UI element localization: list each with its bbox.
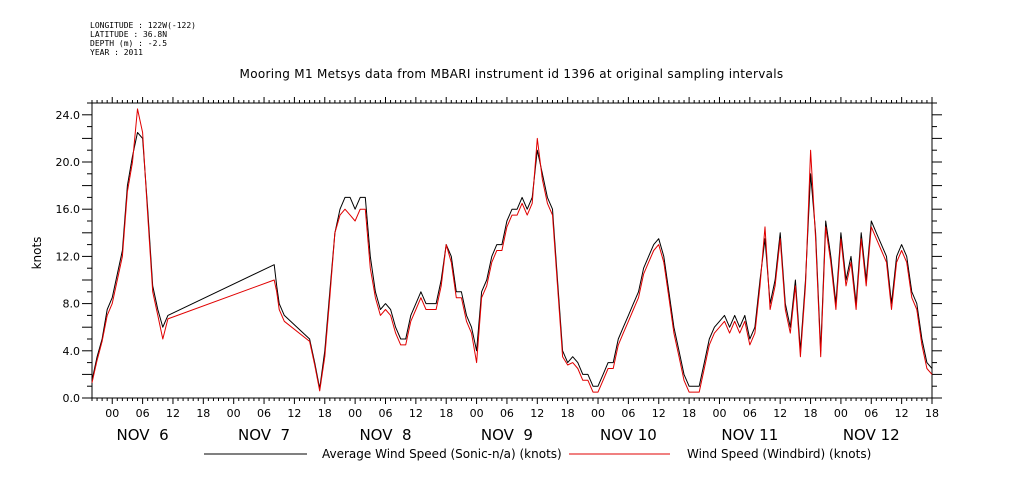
y-tick-label: 16.0 [56, 203, 81, 216]
x-tick-label: 12 [409, 407, 423, 420]
y-tick-label: 20.0 [56, 156, 81, 169]
day-label: NOV 7 [238, 426, 290, 444]
x-tick-label: 18 [804, 407, 818, 420]
latitude-label: LATITUDE : 36.8N [90, 30, 168, 39]
x-tick-label: 06 [257, 407, 271, 420]
x-tick-label: 06 [621, 407, 635, 420]
x-tick-label: 06 [864, 407, 878, 420]
day-label: NOV 9 [481, 426, 533, 444]
longitude-label: LONGITUDE : 122W(-122) [90, 21, 196, 30]
day-label: NOV 10 [600, 426, 657, 444]
x-tick-label: 00 [105, 407, 119, 420]
tick-marks [82, 97, 942, 404]
x-tick-label: 06 [378, 407, 392, 420]
x-tick-label: 06 [743, 407, 757, 420]
x-tick-label: 00 [712, 407, 726, 420]
x-tick-label: 00 [348, 407, 362, 420]
x-tick-label: 18 [682, 407, 696, 420]
depth-label: DEPTH (m) : -2.5 [90, 39, 168, 48]
x-tick-label: 18 [925, 407, 939, 420]
plot-frame [91, 102, 933, 399]
day-label: NOV 12 [843, 426, 900, 444]
x-tick-label: 18 [196, 407, 210, 420]
x-tick-label: 12 [773, 407, 787, 420]
x-tick-label: 18 [318, 407, 332, 420]
x-tick-label: 12 [652, 407, 666, 420]
x-tick-label: 00 [834, 407, 848, 420]
legend-label-red: Wind Speed (Windbird) (knots) [687, 447, 871, 461]
y-tick-label: 0.0 [63, 392, 81, 405]
legend-label-black: Average Wind Speed (Sonic-n/a) (knots) [322, 447, 562, 461]
series-line-windbird [91, 108, 933, 393]
tick-labels: 0.0 4.0 8.0 12.0 16.0 20.0 24.0 00 06 12 18 00 06 12 1… [56, 109, 940, 444]
x-tick-label: 00 [227, 407, 241, 420]
day-label: NOV 11 [721, 426, 778, 444]
y-tick-label: 24.0 [56, 109, 81, 122]
y-tick-label: 8.0 [63, 298, 81, 311]
y-tick-label: 12.0 [56, 250, 81, 263]
y-axis-label: knots [30, 237, 44, 270]
year-label: YEAR : 2011 [90, 48, 143, 57]
legend: Average Wind Speed (Sonic-n/a) (knots) W… [204, 447, 871, 461]
x-tick-label: 00 [591, 407, 605, 420]
x-tick-label: 12 [166, 407, 180, 420]
chart-title: Mooring M1 Metsys data from MBARI instru… [239, 67, 784, 81]
x-tick-label: 00 [470, 407, 484, 420]
x-tick-label: 12 [895, 407, 909, 420]
chart-title-wrap: Mooring M1 Metsys data from MBARI instru… [0, 67, 1009, 81]
metadata-block: LONGITUDE : 122W(-122) LATITUDE : 36.8N … [90, 21, 196, 57]
x-tick-label: 06 [136, 407, 150, 420]
x-tick-label: 12 [530, 407, 544, 420]
series-lines [91, 108, 933, 393]
y-tick-label: 4.0 [63, 345, 81, 358]
x-tick-label: 06 [500, 407, 514, 420]
x-tick-label: 12 [287, 407, 301, 420]
x-tick-label: 18 [561, 407, 575, 420]
x-tick-label: 18 [439, 407, 453, 420]
day-label: NOV 8 [359, 426, 411, 444]
day-label: NOV 6 [117, 426, 169, 444]
